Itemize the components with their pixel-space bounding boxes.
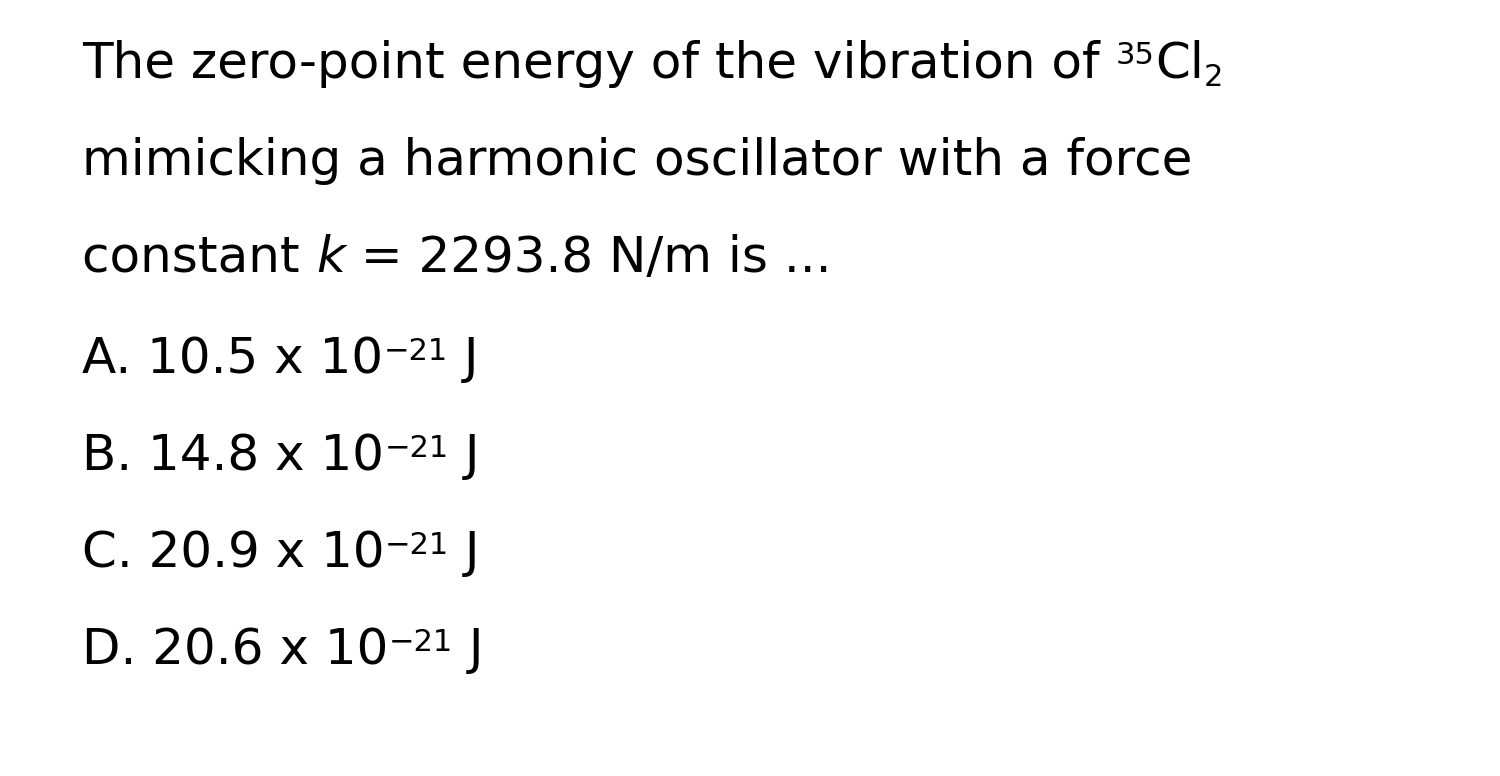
Text: A. 10.5 x 10: A. 10.5 x 10 [82,335,384,383]
Text: J: J [448,335,478,383]
Text: C. 20.9 x 10: C. 20.9 x 10 [82,529,386,577]
Text: = 2293.8 N/m is ...: = 2293.8 N/m is ... [345,234,831,282]
Text: J: J [448,432,480,480]
Text: constant: constant [82,234,316,282]
Text: D. 20.6 x 10: D. 20.6 x 10 [82,626,388,674]
Text: J: J [450,529,480,577]
Text: Cl: Cl [1155,40,1203,88]
Text: k: k [316,234,345,282]
Text: −21: −21 [386,531,450,559]
Text: J: J [453,626,483,674]
Text: 2: 2 [1203,63,1222,92]
Text: The zero-point energy of the vibration of: The zero-point energy of the vibration o… [82,40,1116,88]
Text: B. 14.8 x 10: B. 14.8 x 10 [82,432,384,480]
Text: 35: 35 [1116,40,1155,70]
Text: −21: −21 [388,628,453,656]
Text: mimicking a harmonic oscillator with a force: mimicking a harmonic oscillator with a f… [82,137,1192,185]
Text: −21: −21 [384,434,448,462]
Text: −21: −21 [384,337,448,365]
